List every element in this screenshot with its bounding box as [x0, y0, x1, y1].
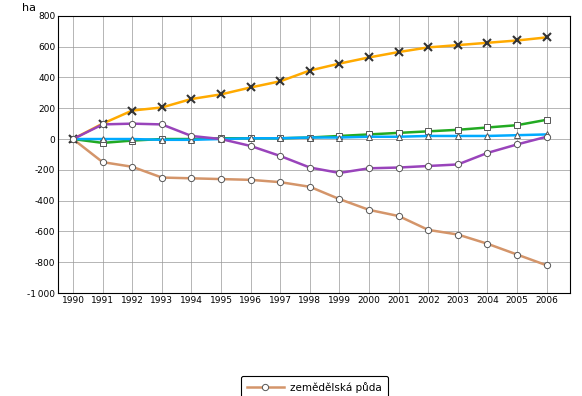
- ostatní plochy: [306, 165, 313, 170]
- zemědělská půda: [188, 176, 195, 181]
- zemědělská půda: [455, 232, 462, 237]
- lesní půda: [425, 129, 432, 134]
- ostatní plochy: [365, 166, 372, 171]
- zastavěné plochy: [336, 61, 343, 66]
- ostatní plochy: [129, 121, 136, 126]
- zastavěné plochy: [395, 50, 402, 54]
- zemědělská půda: [543, 263, 550, 268]
- lesní půda: [455, 128, 462, 132]
- lesní půda: [277, 136, 284, 141]
- lesní půda: [336, 133, 343, 138]
- zemědělská půda: [306, 185, 313, 189]
- Legend: zemědělská půda, lesní půda, vodní plochy, zastavěné plochy, ostatní plochy: zemědělská půda, lesní půda, vodní ploch…: [241, 376, 388, 396]
- zemědělská půda: [336, 197, 343, 202]
- zemědělská půda: [218, 177, 225, 181]
- ostatní plochy: [395, 165, 402, 170]
- ostatní plochy: [425, 164, 432, 168]
- zemědělská půda: [513, 252, 520, 257]
- vodní plochy: [543, 132, 550, 137]
- zastavěné plochy: [188, 97, 195, 101]
- zemědělská půda: [129, 164, 136, 169]
- ostatní plochy: [99, 122, 106, 127]
- zemědělská půda: [158, 175, 165, 180]
- zemědělská půda: [69, 137, 76, 141]
- zastavěné plochy: [158, 105, 165, 110]
- Line: vodní plochy: vodní plochy: [70, 131, 550, 143]
- ostatní plochy: [455, 162, 462, 167]
- lesní půda: [484, 125, 491, 130]
- ostatní plochy: [158, 122, 165, 127]
- vodní plochy: [306, 135, 313, 140]
- vodní plochy: [455, 133, 462, 138]
- lesní půda: [365, 132, 372, 137]
- ostatní plochy: [513, 142, 520, 147]
- vodní plochy: [513, 133, 520, 137]
- Text: ha: ha: [22, 3, 36, 13]
- vodní plochy: [69, 137, 76, 141]
- zemědělská půda: [99, 160, 106, 164]
- ostatní plochy: [484, 150, 491, 155]
- zastavěné plochy: [306, 68, 313, 73]
- ostatní plochy: [543, 134, 550, 139]
- zastavěné plochy: [543, 35, 550, 40]
- vodní plochy: [395, 134, 402, 139]
- lesní půda: [395, 131, 402, 135]
- vodní plochy: [336, 135, 343, 140]
- Line: zemědělská půda: zemědělská půda: [70, 136, 550, 268]
- lesní půda: [513, 123, 520, 128]
- zastavěné plochy: [425, 45, 432, 50]
- vodní plochy: [484, 133, 491, 138]
- Line: ostatní plochy: ostatní plochy: [70, 120, 550, 176]
- vodní plochy: [425, 133, 432, 138]
- zemědělská půda: [484, 242, 491, 246]
- Line: lesní půda: lesní půda: [70, 117, 550, 146]
- lesní půda: [543, 117, 550, 122]
- lesní půda: [69, 137, 76, 141]
- zastavěné plochy: [218, 92, 225, 97]
- lesní půda: [247, 136, 254, 141]
- lesní půda: [158, 137, 165, 141]
- vodní plochy: [99, 137, 106, 141]
- ostatní plochy: [277, 154, 284, 158]
- zastavěné plochy: [455, 43, 462, 48]
- zastavěné plochy: [484, 40, 491, 45]
- vodní plochy: [365, 134, 372, 139]
- zastavěné plochy: [247, 85, 254, 90]
- lesní půda: [129, 138, 136, 143]
- ostatní plochy: [188, 133, 195, 138]
- zastavěné plochy: [365, 55, 372, 60]
- vodní plochy: [277, 136, 284, 141]
- zastavěné plochy: [69, 137, 76, 141]
- lesní půda: [188, 137, 195, 141]
- vodní plochy: [158, 137, 165, 142]
- zemědělská půda: [277, 180, 284, 185]
- zastavěné plochy: [99, 121, 106, 126]
- ostatní plochy: [69, 137, 76, 141]
- zemědělská půda: [365, 208, 372, 212]
- lesní půda: [218, 136, 225, 141]
- zemědělská půda: [395, 214, 402, 219]
- ostatní plochy: [336, 171, 343, 175]
- Line: zastavěné plochy: zastavěné plochy: [69, 33, 551, 143]
- zastavěné plochy: [277, 79, 284, 84]
- lesní půda: [306, 135, 313, 140]
- zastavěné plochy: [513, 38, 520, 43]
- vodní plochy: [247, 136, 254, 141]
- vodní plochy: [188, 137, 195, 142]
- vodní plochy: [129, 137, 136, 141]
- vodní plochy: [218, 137, 225, 141]
- ostatní plochy: [218, 137, 225, 141]
- ostatní plochy: [247, 144, 254, 148]
- zastavěné plochy: [129, 108, 136, 113]
- zemědělská půda: [247, 177, 254, 182]
- lesní půda: [99, 141, 106, 145]
- zemědělská půda: [425, 228, 432, 232]
